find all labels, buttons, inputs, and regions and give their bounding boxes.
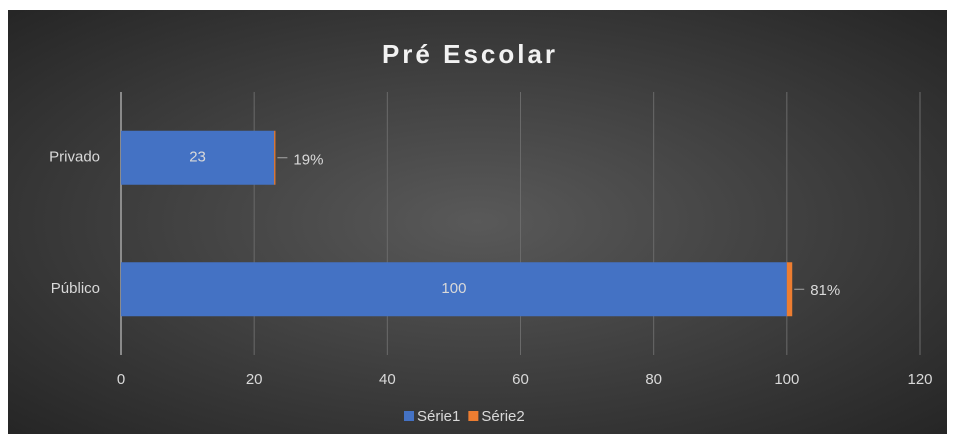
- bar-segment: [786, 262, 793, 317]
- chart-title: Pré Escolar: [382, 39, 558, 69]
- bar-segment: [121, 130, 275, 185]
- x-tick-label: 60: [512, 371, 529, 388]
- data-label: 81%: [810, 282, 840, 299]
- x-tick-label: 40: [379, 371, 396, 388]
- y-tick-label: Público: [51, 280, 100, 297]
- chart-background: [8, 10, 947, 434]
- x-tick-label: 80: [645, 371, 662, 388]
- bar-segment: [121, 262, 787, 317]
- data-label: 100: [441, 280, 466, 297]
- y-tick-label: Privado: [49, 149, 100, 166]
- legend-swatch: [404, 411, 414, 421]
- data-label: 23: [189, 149, 206, 166]
- x-tick-label: 120: [907, 371, 932, 388]
- bar-segment: [274, 130, 276, 185]
- legend-label: Série2: [481, 408, 524, 425]
- x-tick-label: 20: [246, 371, 263, 388]
- legend-swatch: [468, 411, 479, 421]
- x-tick-label: 100: [774, 371, 799, 388]
- data-label: 19%: [293, 152, 323, 169]
- legend-label: Série1: [417, 408, 460, 425]
- x-tick-label: 0: [117, 371, 125, 388]
